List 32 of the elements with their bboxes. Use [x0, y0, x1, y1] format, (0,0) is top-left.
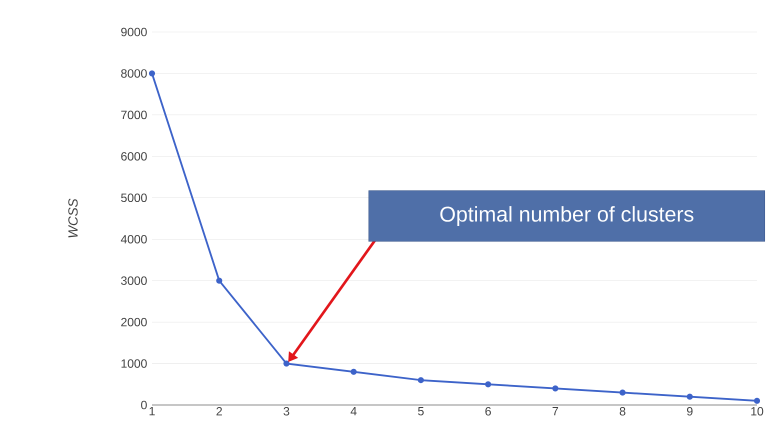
x-tick-label: 6 — [485, 407, 491, 416]
y-tick-label: 0 — [141, 400, 147, 410]
y-tick-label: 9000 — [121, 28, 147, 36]
x-tick-label: 10 — [751, 407, 764, 416]
point — [754, 398, 760, 404]
x-tick-label: 8 — [620, 407, 626, 416]
x-tick-label: 3 — [284, 407, 290, 416]
x-tick-label: 9 — [687, 407, 693, 416]
y-tick-label: 8000 — [121, 69, 147, 78]
x-tick-label: 2 — [216, 407, 222, 416]
point — [350, 368, 357, 375]
y-tick-label: 4000 — [120, 234, 147, 244]
y-tick-label: 5000 — [121, 194, 147, 202]
y-axis-title: WCSS — [68, 198, 78, 238]
x-tick-label: 7 — [552, 407, 558, 416]
point — [283, 360, 290, 367]
y-tick-label: 7000 — [121, 110, 147, 120]
y-tick-label: 6000 — [121, 152, 147, 161]
point — [619, 390, 626, 396]
x-tick-label: 1 — [150, 407, 155, 416]
x-tick-label: 5 — [418, 407, 424, 416]
point — [552, 385, 558, 392]
annotation: Optimal number of clusters — [440, 206, 694, 226]
point — [686, 394, 693, 400]
y-tick-label: 2000 — [121, 318, 147, 326]
point — [418, 377, 424, 384]
point — [148, 70, 156, 77]
x-tick-label: 4 — [350, 407, 357, 416]
y-tick-label: 3000 — [121, 276, 147, 285]
point — [216, 278, 222, 284]
point — [485, 381, 492, 388]
y-tick-label: 1000 — [122, 359, 147, 368]
